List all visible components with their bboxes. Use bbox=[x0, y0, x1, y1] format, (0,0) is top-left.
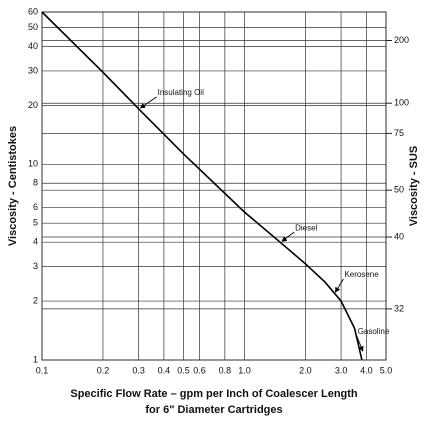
y2-tick-label: 40 bbox=[394, 231, 404, 241]
x-tick-label: 5.0 bbox=[380, 365, 393, 375]
y2-tick-label: 200 bbox=[394, 35, 409, 45]
x-tick-label: 0.3 bbox=[132, 365, 145, 375]
y2-tick-label: 32 bbox=[394, 303, 404, 313]
x-tick-label: 4.0 bbox=[360, 365, 373, 375]
annotation: Diesel bbox=[295, 223, 317, 232]
y2-tick-label: 100 bbox=[394, 98, 409, 108]
annotation-arrow bbox=[281, 231, 295, 242]
y-tick-label: 8 bbox=[33, 178, 38, 188]
annotation: Kerosene bbox=[344, 270, 379, 279]
y-tick-label: 3 bbox=[33, 261, 38, 271]
x-tick-label: 0.6 bbox=[193, 365, 206, 375]
y-tick-label: 40 bbox=[28, 41, 38, 51]
y-tick-label: 20 bbox=[28, 100, 38, 110]
annotation: Gasoline bbox=[358, 327, 390, 336]
y-tick-label: 50 bbox=[28, 22, 38, 32]
y2-axis-title: Viscosity - SUS bbox=[408, 146, 420, 227]
annotation-arrow bbox=[334, 278, 344, 293]
y-tick-label: 5 bbox=[33, 218, 38, 228]
y-tick-label: 2 bbox=[33, 295, 38, 305]
annotation-arrow bbox=[139, 96, 157, 109]
y-tick-label: 4 bbox=[33, 237, 38, 247]
y2-tick-label: 50 bbox=[394, 185, 404, 195]
y2-tick-label: 75 bbox=[394, 128, 404, 138]
x-tick-label: 0.2 bbox=[97, 365, 110, 375]
data-line bbox=[41, 11, 363, 361]
y-axis-title: Viscosity - Centistokes bbox=[7, 126, 19, 246]
y-tick-label: 1 bbox=[33, 354, 38, 364]
x-tick-label: 3.0 bbox=[335, 365, 348, 375]
y-tick-label: 6 bbox=[33, 202, 38, 212]
annotation: Insulating Oil bbox=[158, 88, 204, 97]
x-tick-label: 1.0 bbox=[238, 365, 251, 375]
y-tick-label: 60 bbox=[28, 6, 38, 16]
x-tick-label: 0.5 bbox=[177, 365, 190, 375]
x-tick-label: 0.1 bbox=[36, 365, 49, 375]
x-axis-title: for 6" Diameter Cartridges bbox=[145, 404, 282, 416]
annotation-arrow bbox=[356, 335, 364, 352]
x-tick-label: 2.0 bbox=[299, 365, 312, 375]
y-tick-label: 10 bbox=[28, 159, 38, 169]
x-tick-label: 0.4 bbox=[158, 365, 171, 375]
x-tick-label: 0.8 bbox=[219, 365, 232, 375]
y-tick-label: 30 bbox=[28, 65, 38, 75]
x-axis-title: Specific Flow Rate – gpm per Inch of Coa… bbox=[70, 388, 358, 400]
plot-frame bbox=[41, 11, 387, 361]
